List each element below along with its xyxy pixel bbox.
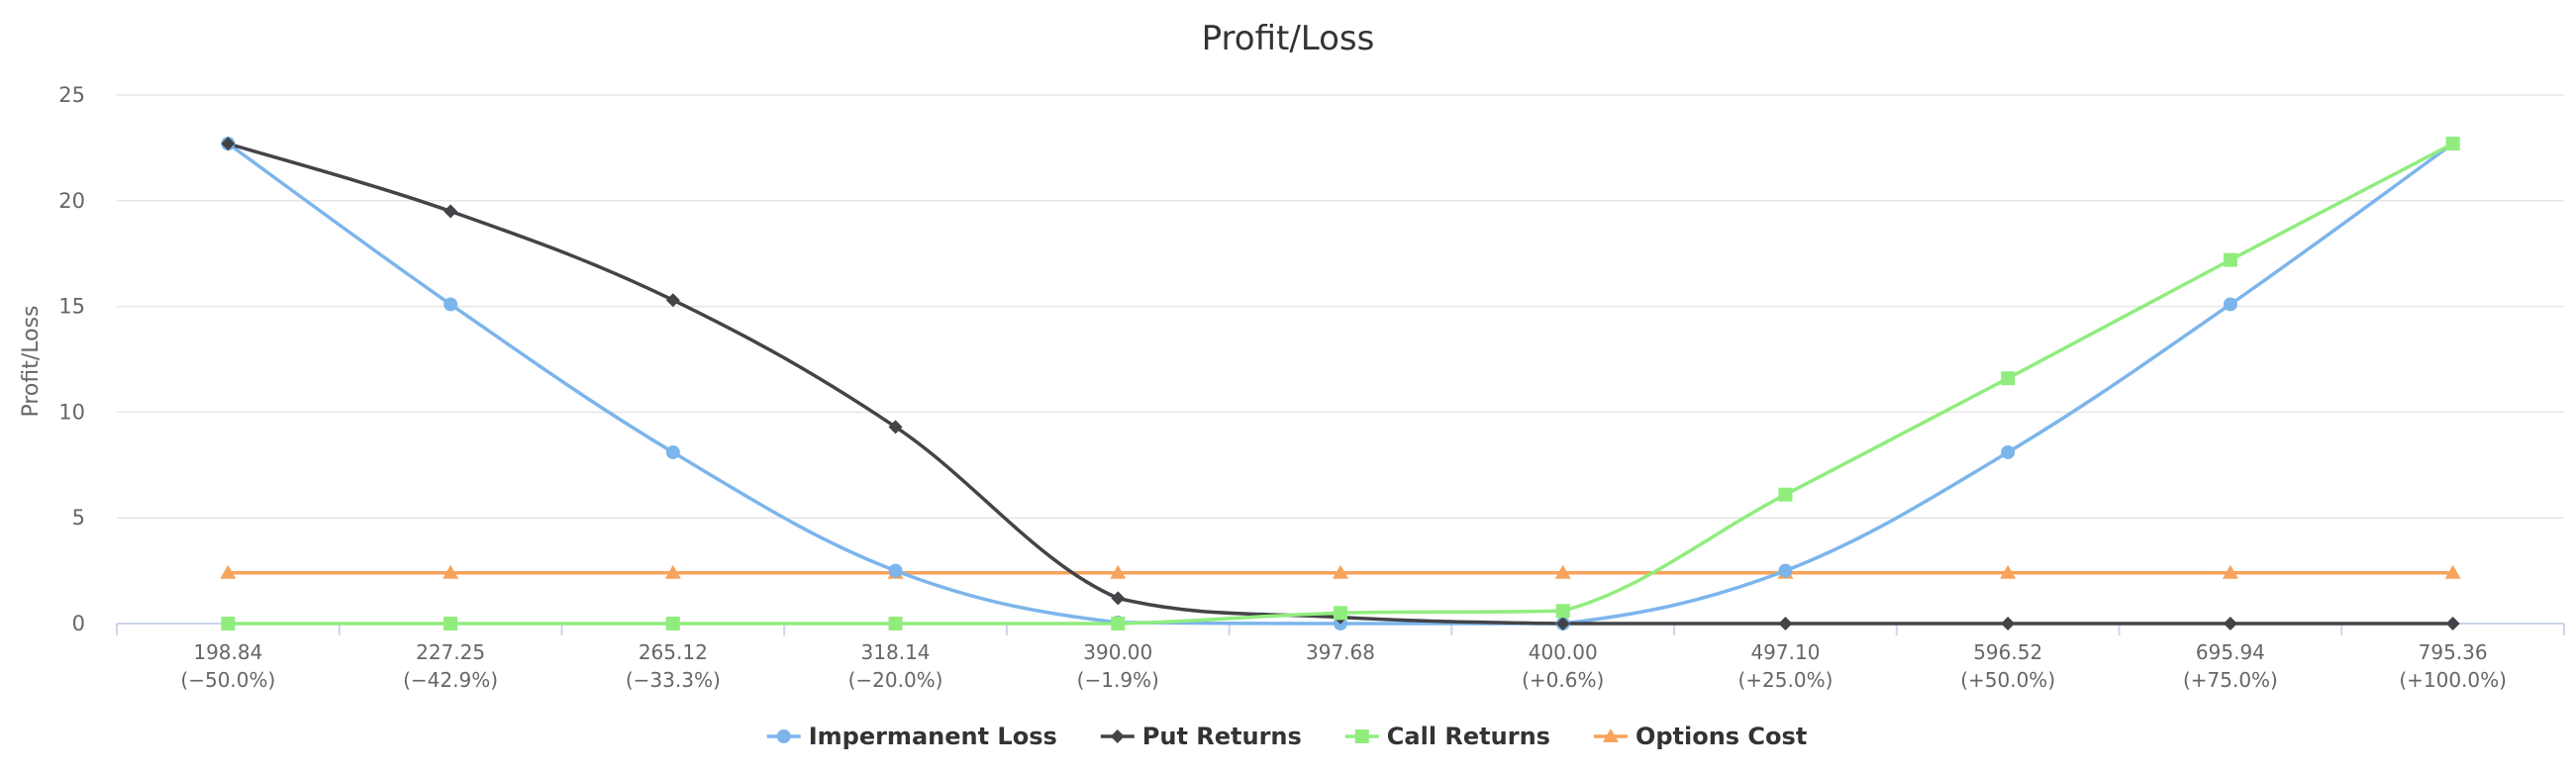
- series-line-0: [226, 142, 2455, 626]
- x-tick-label: 695.94: [2196, 640, 2265, 664]
- y-tick-label: 5: [72, 506, 85, 530]
- data-point: [2445, 617, 2460, 630]
- data-point: [665, 617, 680, 630]
- data-point: [665, 444, 680, 459]
- series-markers: [220, 137, 2461, 630]
- data-point: [444, 204, 458, 219]
- legend-label: Put Returns: [1142, 723, 1302, 750]
- x-tick-label: 265.12: [639, 640, 708, 664]
- data-point: [444, 617, 458, 630]
- data-point: [2001, 617, 2016, 630]
- data-point: [888, 617, 903, 630]
- x-tick-label: 795.36: [2419, 640, 2488, 664]
- x-axis: 198.84 (−50.0%) 227.25 (−42.9%) 265.12 (−33.3…: [116, 623, 2565, 692]
- y-tick-label: 15: [58, 295, 85, 319]
- x-tick-sublabel: (+100.0%): [2399, 668, 2507, 692]
- x-tick-label: 497.10: [1750, 640, 1820, 664]
- data-point: [2223, 297, 2237, 312]
- data-point: [221, 137, 236, 151]
- data-point: [1110, 564, 1127, 579]
- legend: Impermanent Loss Put Returns Call Returns O…: [766, 723, 1807, 750]
- data-point: [1111, 591, 1126, 606]
- data-point: [664, 564, 681, 579]
- x-tick-sublabel: (−42.9%): [403, 668, 498, 692]
- legend-label: Options Cost: [1635, 723, 1807, 750]
- x-tick-sublabel: (+25.0%): [1738, 668, 1833, 692]
- y-axis-ticks: 0 5 10 15 20 25: [58, 83, 85, 635]
- grid-lines: [117, 94, 2564, 519]
- x-tick-label: 318.14: [861, 640, 931, 664]
- y-tick-label: 25: [58, 83, 85, 107]
- data-point: [1778, 617, 1793, 630]
- legend-symbol: [1110, 729, 1125, 743]
- data-point: [220, 564, 237, 579]
- data-point: [2444, 564, 2461, 579]
- data-point: [1111, 617, 1126, 630]
- data-point: [888, 563, 903, 578]
- data-point: [1555, 617, 1570, 630]
- legend-symbol: [1602, 728, 1619, 742]
- legend-label: Impermanent Loss: [809, 723, 1057, 750]
- data-point: [1555, 604, 1570, 619]
- data-point: [1334, 606, 1347, 621]
- x-tick-label: 397.68: [1306, 640, 1375, 664]
- data-point: [221, 617, 236, 630]
- y-tick-label: 0: [72, 612, 85, 635]
- data-point: [1778, 487, 1793, 502]
- data-point: [2223, 252, 2237, 267]
- data-point: [1554, 564, 1571, 579]
- series-line-1: [226, 142, 2455, 626]
- data-point: [665, 293, 680, 308]
- x-tick-sublabel: (+0.6%): [1522, 668, 1604, 692]
- x-tick-sublabel: (−33.3%): [626, 668, 721, 692]
- legend-item[interactable]: Impermanent Loss: [766, 723, 1057, 750]
- legend-item[interactable]: Call Returns: [1344, 723, 1550, 750]
- x-tick-label: 596.52: [1973, 640, 2042, 664]
- data-point: [1778, 563, 1793, 578]
- x-tick-sublabel: (−50.0%): [180, 668, 275, 692]
- x-tick-sublabel: (+50.0%): [1960, 668, 2055, 692]
- data-point: [2001, 444, 2016, 459]
- x-tick-label: 198.84: [193, 640, 262, 664]
- data-point: [2000, 564, 2017, 579]
- chart-title: Profit/Loss: [1202, 19, 1375, 58]
- y-tick-label: 20: [58, 189, 85, 213]
- x-tick-label: 390.00: [1083, 640, 1152, 664]
- data-point: [2222, 564, 2238, 579]
- y-tick-label: 10: [58, 400, 85, 424]
- series-line-2: [226, 142, 2455, 626]
- x-tick-label: 227.25: [416, 640, 485, 664]
- data-point: [2223, 617, 2237, 630]
- data-point: [2445, 137, 2460, 151]
- x-tick-sublabel: (−20.0%): [848, 668, 943, 692]
- series-lines: [226, 142, 2455, 626]
- data-point: [2001, 371, 2016, 386]
- x-tick-sublabel: (−1.9%): [1077, 668, 1159, 692]
- data-point: [444, 297, 458, 312]
- legend-item[interactable]: Put Returns: [1100, 723, 1302, 750]
- legend-label: Call Returns: [1387, 723, 1550, 750]
- legend-symbol: [776, 729, 791, 743]
- data-point: [443, 564, 459, 579]
- data-point: [888, 420, 903, 435]
- y-axis-label: Profit/Loss: [19, 305, 44, 417]
- legend-item[interactable]: Options Cost: [1593, 723, 1807, 750]
- x-tick-label: 400.00: [1529, 640, 1598, 664]
- data-point: [1333, 564, 1348, 579]
- legend-symbol: [1354, 729, 1369, 743]
- x-tick-sublabel: (+75.0%): [2183, 668, 2278, 692]
